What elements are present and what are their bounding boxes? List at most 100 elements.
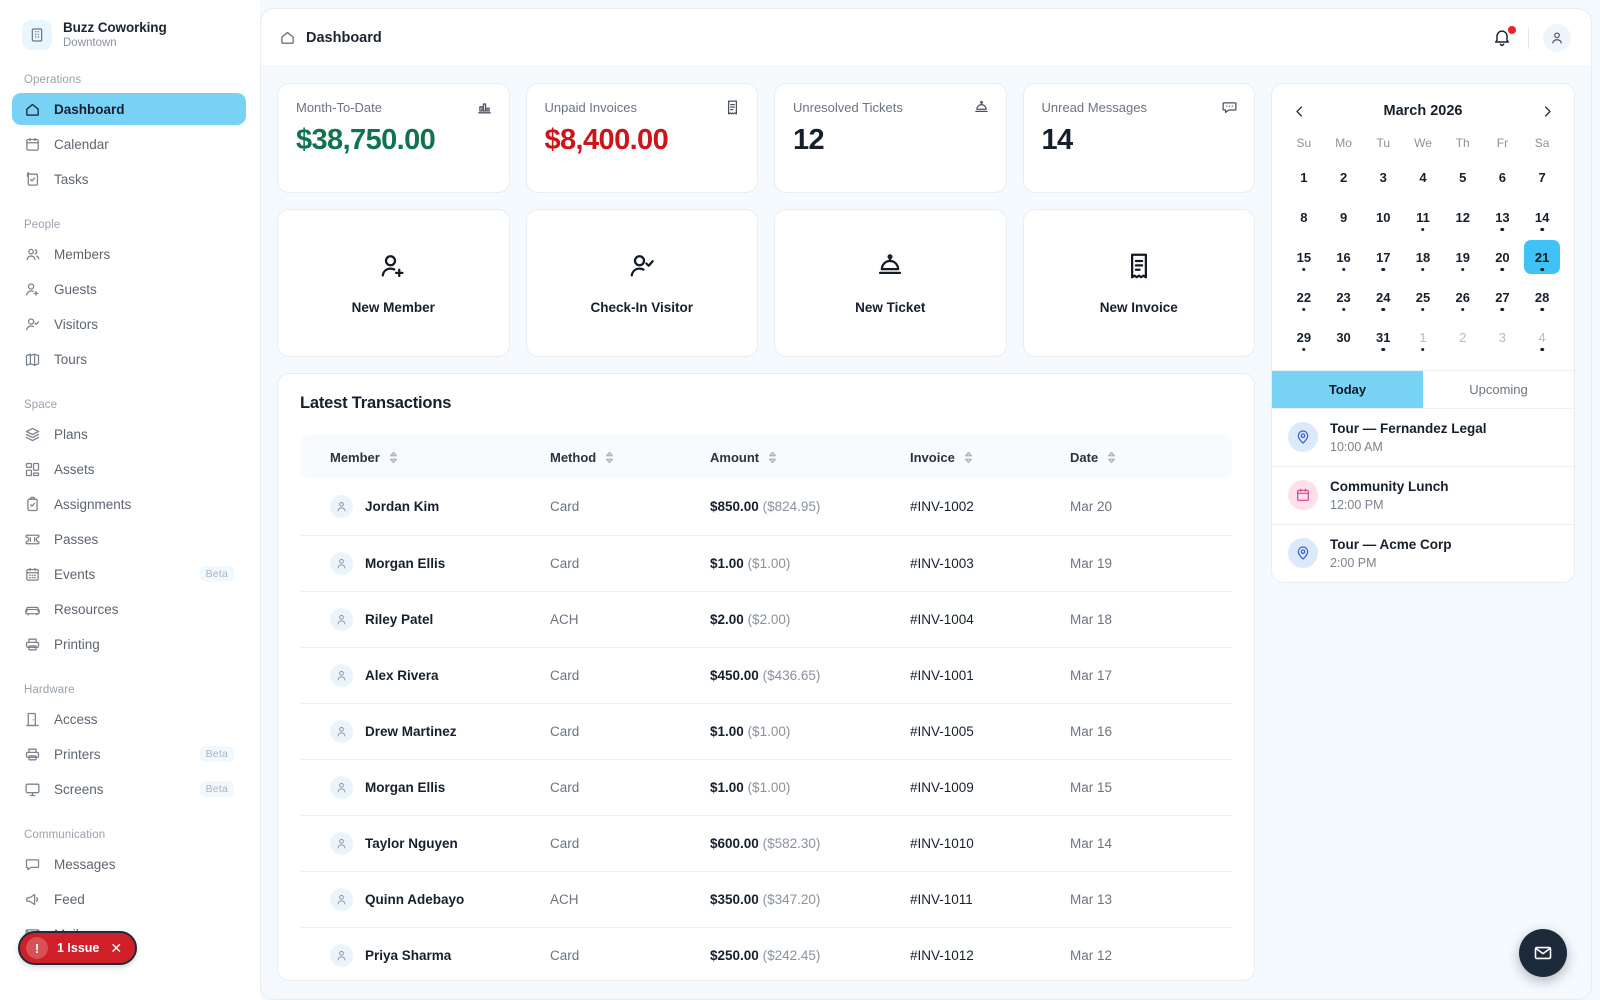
sidebar-item-feed[interactable]: Feed — [12, 883, 246, 915]
column-header-method[interactable]: Method — [550, 435, 710, 479]
quick-action-new-invoice[interactable]: New Invoice — [1022, 209, 1255, 357]
calendar-day[interactable]: 9 — [1326, 200, 1362, 234]
issue-badge[interactable]: ! 1 Issue ✕ — [18, 931, 138, 965]
cell-invoice[interactable]: #INV-1001 — [910, 647, 1070, 704]
cell-invoice[interactable]: #INV-1010 — [910, 815, 1070, 872]
brand[interactable]: Buzz Coworking Downtown — [0, 14, 260, 50]
calendar-day[interactable]: 26 — [1445, 280, 1481, 314]
sort-icon[interactable] — [1106, 451, 1117, 464]
sidebar-item-resources[interactable]: Resources — [12, 593, 246, 625]
tab-today[interactable]: Today — [1272, 371, 1423, 408]
sidebar-item-events[interactable]: Events Beta — [12, 558, 246, 590]
calendar-day[interactable]: 17 — [1365, 240, 1401, 274]
metric-card-month-to-date[interactable]: Month-To-Date $38,750.00 — [277, 83, 510, 193]
sidebar-item-plans[interactable]: Plans — [12, 418, 246, 450]
calendar-day[interactable]: 2 — [1445, 320, 1481, 354]
calendar-day[interactable]: 15 — [1286, 240, 1322, 274]
sidebar-item-messages[interactable]: Messages — [12, 848, 246, 880]
quick-action-check-in-visitor[interactable]: Check-In Visitor — [525, 209, 758, 357]
cell-invoice[interactable]: #INV-1005 — [910, 703, 1070, 760]
close-icon[interactable]: ✕ — [110, 939, 123, 956]
calendar-day[interactable]: 5 — [1445, 160, 1481, 194]
calendar-day[interactable]: 1 — [1405, 320, 1441, 354]
sidebar-item-printers[interactable]: Printers Beta — [12, 738, 246, 770]
cell-invoice[interactable]: #INV-1003 — [910, 535, 1070, 592]
quick-action-new-member[interactable]: New Member — [277, 209, 510, 357]
table-row[interactable]: Alex Rivera Card $450.00 ($436.65) #INV-100… — [300, 647, 1232, 704]
sidebar-item-screens[interactable]: Screens Beta — [12, 773, 246, 805]
table-row[interactable]: Jordan Kim Card $850.00 ($824.95) #INV-1002… — [300, 479, 1232, 536]
bell-icon[interactable] — [1492, 25, 1516, 49]
calendar-day[interactable]: 24 — [1365, 280, 1401, 314]
calendar-day[interactable]: 22 — [1286, 280, 1322, 314]
table-row[interactable]: Priya Sharma Card $250.00 ($242.45) #INV-10… — [300, 927, 1232, 980]
calendar-day[interactable]: 18 — [1405, 240, 1441, 274]
calendar-day[interactable]: 31 — [1365, 320, 1401, 354]
cell-invoice[interactable]: #INV-1012 — [910, 947, 974, 963]
cell-invoice[interactable]: #INV-1004 — [910, 591, 1070, 648]
sidebar-item-assets[interactable]: Assets — [12, 453, 246, 485]
calendar-day[interactable]: 13 — [1485, 200, 1521, 234]
agenda-item[interactable]: Tour — Acme Corp 2:00 PM — [1272, 523, 1574, 582]
sidebar-item-access[interactable]: Access — [12, 703, 246, 735]
table-row[interactable]: Riley Patel ACH $2.00 ($2.00) #INV-1004 Mar … — [300, 591, 1232, 648]
calendar-day[interactable]: 4 — [1405, 160, 1441, 194]
column-header-invoice[interactable]: Invoice — [910, 435, 1070, 479]
calendar-day[interactable]: 2 — [1326, 160, 1362, 194]
metric-card-unread-messages[interactable]: Unread Messages 14 — [1022, 83, 1255, 193]
calendar-day[interactable]: 16 — [1326, 240, 1362, 274]
calendar-day[interactable]: 27 — [1485, 280, 1521, 314]
sidebar-item-calendar[interactable]: Calendar — [12, 128, 246, 160]
table-row[interactable]: Quinn Adebayo ACH $350.00 ($347.20) #INV-10… — [300, 871, 1232, 928]
calendar-day[interactable]: 11 — [1405, 200, 1441, 234]
column-header-member[interactable]: Member — [300, 435, 550, 479]
table-row[interactable]: Morgan Ellis Card $1.00 ($1.00) #INV-1009 Ma… — [300, 759, 1232, 816]
sidebar-item-tasks[interactable]: Tasks — [12, 163, 246, 195]
column-header-date[interactable]: Date — [1070, 435, 1232, 479]
sidebar-item-visitors[interactable]: Visitors — [12, 308, 246, 340]
calendar-day[interactable]: 28 — [1524, 280, 1560, 314]
calendar-day[interactable]: 14 — [1524, 200, 1560, 234]
sidebar-item-assignments[interactable]: Assignments — [12, 488, 246, 520]
agenda-item[interactable]: Community Lunch 12:00 PM — [1272, 465, 1574, 524]
metric-card-unresolved-tickets[interactable]: Unresolved Tickets 12 — [774, 83, 1007, 193]
calendar-day[interactable]: 20 — [1485, 240, 1521, 274]
table-row[interactable]: Drew Martinez Card $1.00 ($1.00) #INV-1005 M… — [300, 703, 1232, 760]
sort-icon[interactable] — [963, 451, 974, 464]
cell-invoice[interactable]: #INV-1009 — [910, 759, 1070, 816]
sidebar-item-dashboard[interactable]: Dashboard — [12, 93, 246, 125]
sidebar-item-printing[interactable]: Printing — [12, 628, 246, 660]
sidebar-item-members[interactable]: Members — [12, 238, 246, 270]
calendar-day[interactable]: 8 — [1286, 200, 1322, 234]
avatar[interactable] — [1543, 23, 1571, 52]
calendar-day[interactable]: 29 — [1286, 320, 1322, 354]
cell-invoice[interactable]: #INV-1002 — [910, 479, 1070, 536]
calendar-day[interactable]: 25 — [1405, 280, 1441, 314]
calendar-day[interactable]: 4 — [1524, 320, 1560, 354]
tab-upcoming[interactable]: Upcoming — [1469, 382, 1528, 397]
sort-icon[interactable] — [767, 451, 778, 464]
calendar-day-today[interactable]: 21 — [1524, 240, 1560, 274]
column-header-amount[interactable]: Amount — [710, 435, 910, 479]
calendar-day[interactable]: 19 — [1445, 240, 1481, 274]
table-row[interactable]: Taylor Nguyen Card $600.00 ($582.30) #INV-1… — [300, 815, 1232, 872]
sort-icon[interactable] — [604, 451, 615, 464]
sidebar-item-passes[interactable]: Passes — [12, 523, 246, 555]
agenda-item[interactable]: Tour — Fernandez Legal 10:00 AM — [1272, 408, 1574, 466]
metric-card-unpaid-invoices[interactable]: Unpaid Invoices $8,400.00 — [525, 83, 758, 193]
calendar-day[interactable]: 3 — [1365, 160, 1401, 194]
mail-icon[interactable] — [1519, 929, 1567, 977]
breadcrumb[interactable]: Dashboard — [279, 29, 382, 46]
chevron-left-icon[interactable] — [1288, 100, 1310, 122]
sidebar-item-tours[interactable]: Tours — [12, 343, 246, 375]
calendar-day[interactable]: 7 — [1524, 160, 1560, 194]
calendar-day[interactable]: 30 — [1326, 320, 1362, 354]
chevron-right-icon[interactable] — [1536, 100, 1558, 122]
calendar-day[interactable]: 6 — [1485, 160, 1521, 194]
calendar-day[interactable]: 1 — [1286, 160, 1322, 194]
cell-invoice[interactable]: #INV-1011 — [910, 871, 1070, 928]
calendar-day[interactable]: 3 — [1485, 320, 1521, 354]
sidebar-item-guests[interactable]: Guests — [12, 273, 246, 305]
sort-icon[interactable] — [388, 451, 399, 464]
calendar-day[interactable]: 10 — [1365, 200, 1401, 234]
